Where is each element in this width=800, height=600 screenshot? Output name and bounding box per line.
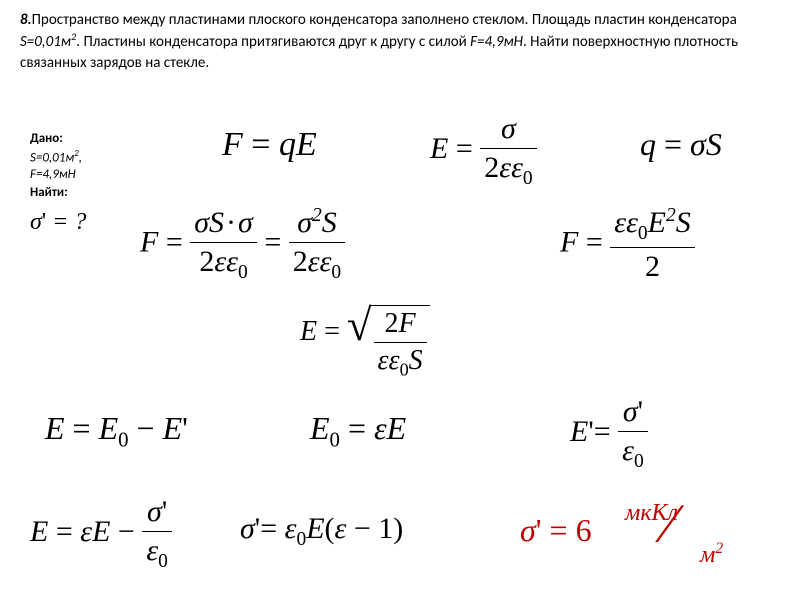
formula-F-expand: F = σS·σ2εε0 = σ2S2εε0 xyxy=(140,205,345,284)
formula-sigma-sol: σ'= ε0E(ε − 1) xyxy=(240,512,403,551)
find-label: Найти: xyxy=(30,184,86,202)
given-s: S=0,01м2, xyxy=(30,148,86,167)
formula-Ep-sigma: E'= σ'ε0 xyxy=(570,395,648,473)
formula-E-full: E = εE − σ'ε0 xyxy=(30,495,172,573)
formula-E0-epsE: E0 = εE xyxy=(310,410,406,452)
answer-slash: ∕ xyxy=(665,492,674,556)
formula-E-sqrt: E = √2Fεε0S xyxy=(300,305,430,381)
formula-q-sigmaS: q = σS xyxy=(640,126,722,163)
formula-F-qE: F = qE xyxy=(222,126,317,164)
formula-F-E2: F = εε0E2S2 xyxy=(560,205,695,284)
problem-number: 8. xyxy=(20,11,32,29)
formula-answer: σ' = 6 xyxy=(520,512,592,549)
problem-statement: 8.Пространство между пластинами плоского… xyxy=(20,10,780,73)
answer-unit-bot: м2 xyxy=(700,540,723,569)
formula-E-sigma: E = σ2εε0 xyxy=(430,112,537,190)
given-block: Дано: S=0,01м2, F=4,9мН Найти: σ' = ? xyxy=(30,130,86,238)
find-expr: σ' = ? xyxy=(30,206,86,238)
given-label: Дано: xyxy=(30,130,86,148)
formula-E-diff: E = E0 − E' xyxy=(45,410,188,452)
given-f: F=4,9мН xyxy=(30,166,86,184)
